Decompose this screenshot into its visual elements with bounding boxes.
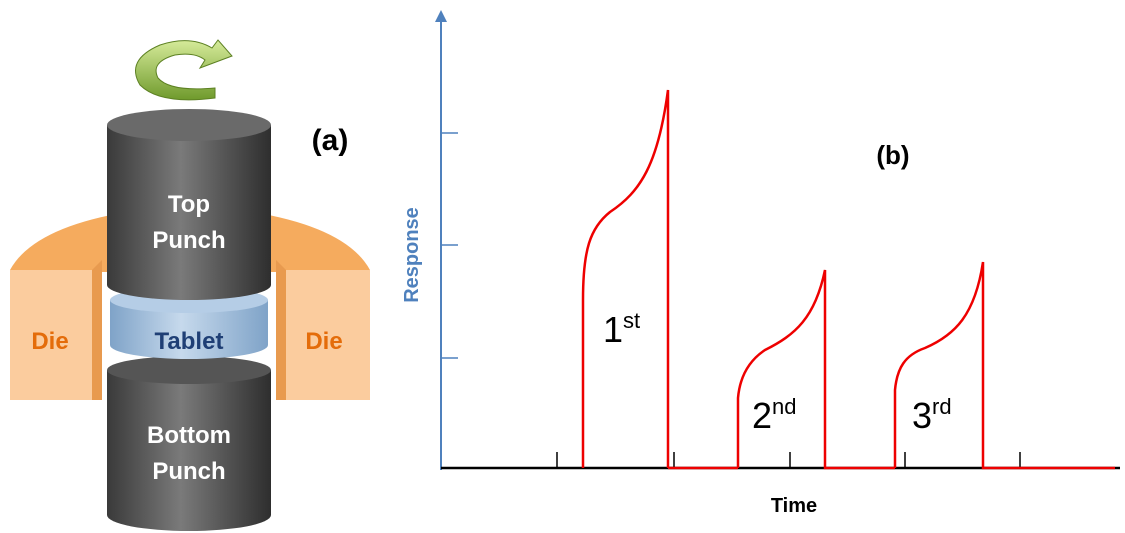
x-ticks — [557, 452, 1020, 468]
label-line: Top — [168, 191, 210, 218]
bottom-punch — [107, 370, 271, 531]
peak-label: 2nd — [752, 394, 797, 436]
punch-illustration: (a) Top Punch Tablet Die Die Bottom Punch — [10, 40, 370, 531]
peak-number: 1 — [603, 309, 623, 350]
figure: (a) TopPunch Tablet Die Die BottomPunch … — [0, 0, 1125, 533]
die-label: Die — [31, 328, 68, 355]
label-line: Punch — [152, 227, 225, 254]
die-label: Die — [305, 328, 342, 355]
x-axis-label: Time — [771, 495, 817, 517]
peak-label: 1st — [603, 308, 640, 350]
panel-label: (a) — [312, 124, 349, 157]
peak-1 — [583, 90, 738, 468]
peak-suffix: rd — [932, 394, 952, 419]
peak-suffix: st — [623, 308, 640, 333]
peak-number: 3 — [912, 395, 932, 436]
tablet-label: Tablet — [155, 328, 224, 355]
peak-suffix: nd — [772, 394, 796, 419]
rotation-arrow — [136, 40, 233, 100]
peak-3 — [895, 262, 1115, 468]
die-bore — [276, 260, 286, 400]
response-schematic: (b) Response Time 1st 2nd 3rd — [401, 10, 1120, 517]
top-punch-top — [107, 109, 271, 141]
peak-label: 3rd — [912, 394, 952, 436]
y-axis-label: Response — [401, 207, 423, 303]
peak-number: 2 — [752, 395, 772, 436]
peak-2 — [738, 270, 895, 468]
label-line: Punch — [152, 458, 225, 485]
y-axis-arrow — [435, 10, 447, 22]
label-line: Bottom — [147, 422, 231, 449]
panel-label: (b) — [876, 140, 909, 170]
die-bore — [92, 260, 102, 400]
response-curve — [583, 90, 1115, 468]
bottom-punch-top — [107, 356, 271, 384]
